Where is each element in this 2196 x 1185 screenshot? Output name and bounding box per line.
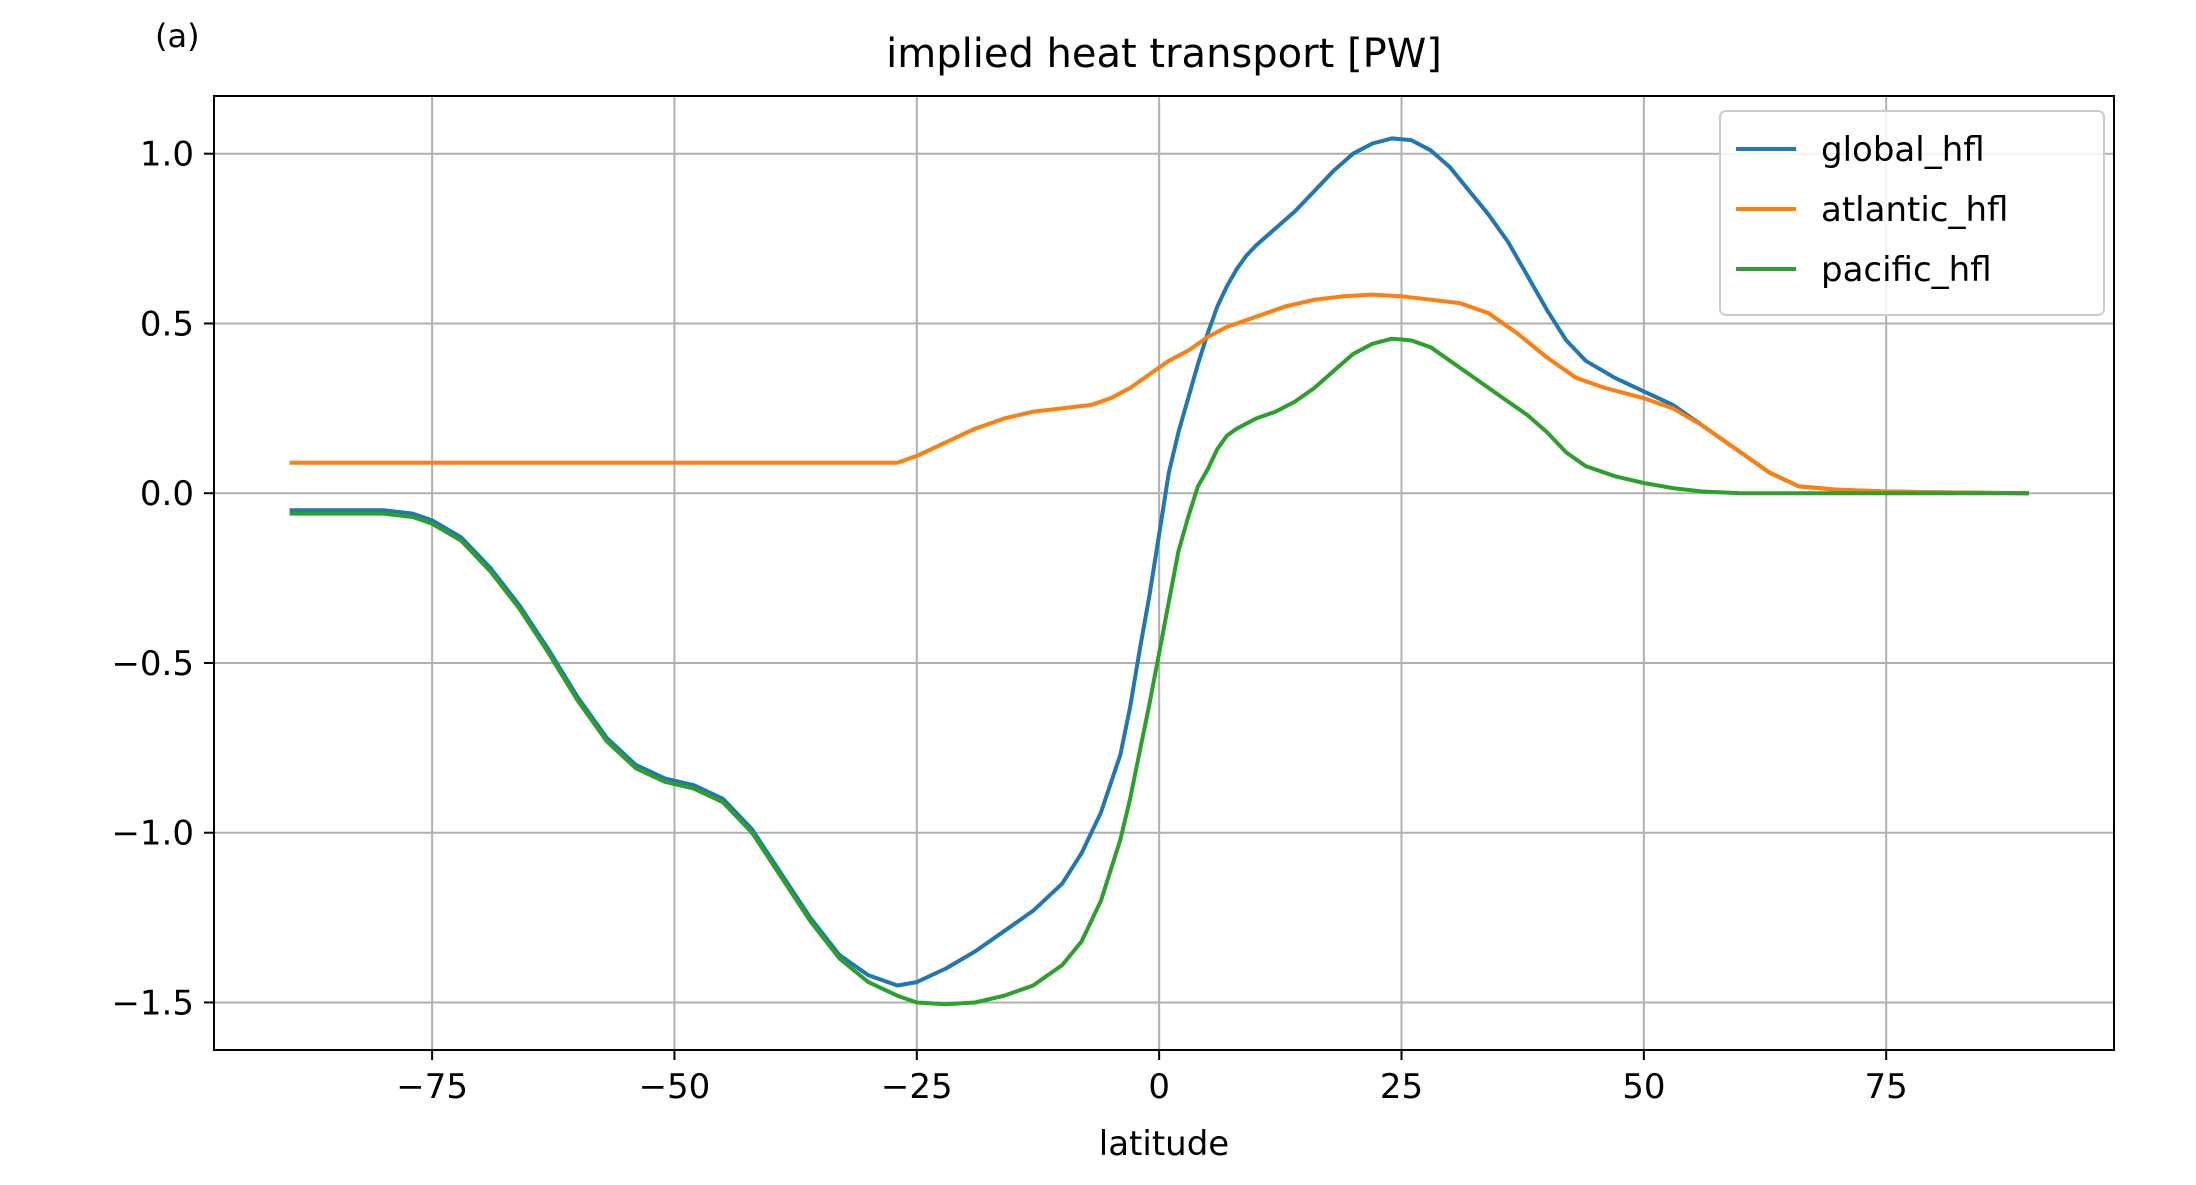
y-tick-label: −0.5 bbox=[111, 644, 194, 684]
series-line-global_hfl bbox=[289, 136, 2029, 988]
y-tick-label: −1.0 bbox=[111, 814, 194, 854]
data-series bbox=[289, 136, 2029, 1007]
axis-ticks: −75 −50 −25 0 25 50 75 1.0 0.5 0.0 −0.5 −1.0 −1.5 bbox=[111, 135, 1907, 1107]
x-tick-label: 0 bbox=[1148, 1067, 1170, 1107]
panel-label: (a) bbox=[155, 17, 200, 55]
x-tick-label: 25 bbox=[1380, 1067, 1423, 1107]
y-tick-label: −1.5 bbox=[111, 983, 194, 1023]
legend-box bbox=[1719, 110, 2105, 316]
x-tick-label: −75 bbox=[396, 1067, 468, 1107]
legend-label-atlantic_hfl: atlantic_hfl bbox=[1821, 190, 2008, 230]
x-tick-label: −25 bbox=[881, 1067, 953, 1107]
x-tick-label: 75 bbox=[1865, 1067, 1908, 1107]
y-tick-label: 0.5 bbox=[140, 304, 194, 344]
x-axis-label: latitude bbox=[1099, 1124, 1229, 1164]
legend: global_hfl atlantic_hfl pacific_hfl bbox=[1719, 110, 2105, 316]
x-tick-label: 50 bbox=[1622, 1067, 1665, 1107]
series-line-pacific_hfl bbox=[289, 336, 2029, 1007]
series-line-atlantic_hfl bbox=[289, 292, 2029, 496]
x-tick-label: −50 bbox=[639, 1067, 711, 1107]
y-tick-label: 1.0 bbox=[140, 135, 194, 175]
y-tick-label: 0.0 bbox=[140, 474, 194, 514]
legend-label-global_hfl: global_hfl bbox=[1821, 130, 1985, 170]
chart-title: implied heat transport [PW] bbox=[886, 31, 1442, 77]
plot-frame bbox=[213, 95, 2115, 1051]
legend-label-pacific_hfl: pacific_hfl bbox=[1821, 250, 1992, 290]
